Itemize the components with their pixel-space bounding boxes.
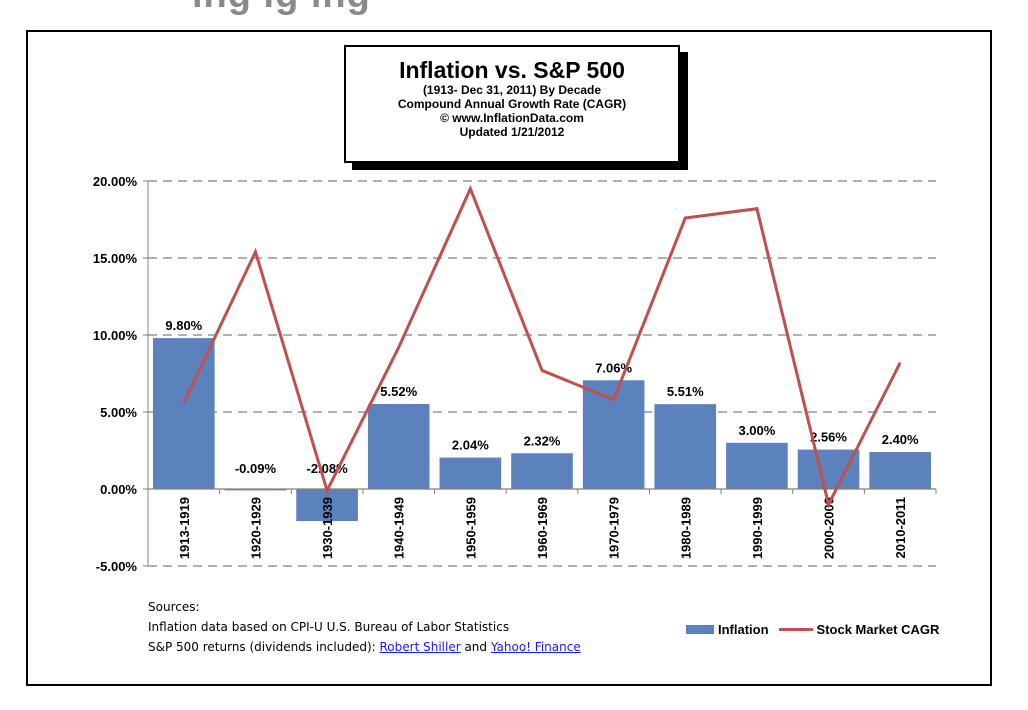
robert-shiller-link[interactable]: Robert Shiller xyxy=(379,640,461,654)
bar-data-label: 9.80% xyxy=(165,318,202,333)
bar-inflation xyxy=(726,442,788,489)
chart-title: Inflation vs. S&P 500 xyxy=(399,57,625,83)
x-tick-label: 2000-2009 xyxy=(822,497,837,559)
bar-data-label: 2.40% xyxy=(882,432,919,447)
legend-inflation-swatch xyxy=(686,625,714,634)
chart-subtitle-2: Compound Annual Growth Rate (CAGR) xyxy=(397,97,627,111)
bar-inflation xyxy=(367,403,430,489)
bar-data-label: 3.00% xyxy=(738,423,775,438)
chart-subtitle-1: (1913- Dec 31, 2011) By Decade xyxy=(422,83,602,97)
bar-inflation xyxy=(224,489,287,491)
x-tick-label: 1940-1949 xyxy=(392,497,407,559)
x-tick-label: 1950-1959 xyxy=(463,497,478,559)
chart-subtitle-4: Updated 1/21/2012 xyxy=(459,125,565,139)
y-tick-label: 20.00% xyxy=(93,174,138,189)
x-tick-label: 1913-1919 xyxy=(177,497,192,559)
sources-and: and xyxy=(460,640,491,654)
legend-stock-swatch xyxy=(778,628,813,631)
bar-inflation xyxy=(869,452,931,489)
y-tick-label: 10.00% xyxy=(93,328,138,343)
bar-inflation xyxy=(797,449,860,489)
bar-inflation xyxy=(654,404,717,489)
x-tick-label: 1990-1999 xyxy=(750,497,765,559)
chart-title-box: Inflation vs. S&P 500 (1913- Dec 31, 201… xyxy=(344,45,680,163)
bar-data-label: 5.52% xyxy=(380,384,417,399)
sources-line-2: S&P 500 returns (dividends included): Ro… xyxy=(148,637,581,657)
sources-line-2-prefix: S&P 500 returns (dividends included): xyxy=(148,640,380,654)
y-tick-label: 15.00% xyxy=(93,251,138,266)
x-tick-label: 1970-1979 xyxy=(607,497,622,559)
chart-legend: Inflation Stock Market CAGR xyxy=(686,622,939,637)
bar-inflation xyxy=(153,338,215,489)
bar-data-label: 2.56% xyxy=(810,430,847,445)
sources-line-1: Inflation data based on CPI-U U.S. Burea… xyxy=(148,620,510,634)
x-tick-label: 1980-1989 xyxy=(678,497,693,559)
y-tick-label: 0.00% xyxy=(100,482,137,497)
x-tick-label: 2010-2011 xyxy=(893,497,908,558)
bar-inflation xyxy=(511,453,573,489)
bar-data-label: 5.51% xyxy=(667,384,704,399)
legend-inflation-label: Inflation xyxy=(718,622,769,637)
x-tick-label: 1960-1969 xyxy=(535,497,550,559)
bar-inflation xyxy=(439,457,502,489)
x-tick-label: 1920-1929 xyxy=(248,497,263,559)
y-tick-label: -5.00% xyxy=(96,559,138,574)
cropped-header-text: ing ig ing xyxy=(192,0,371,17)
yahoo-finance-link[interactable]: Yahoo! Finance xyxy=(490,640,581,654)
legend-stock-label: Stock Market CAGR xyxy=(816,622,940,637)
sources-heading: Sources: xyxy=(148,600,200,614)
cropped-header: ing ig ing xyxy=(0,0,1028,22)
bar-data-label: 2.04% xyxy=(452,438,489,453)
chart-subtitle-3: © www.InflationData.com xyxy=(440,111,584,125)
x-tick-label: 1930-1939 xyxy=(320,497,335,559)
bar-data-label: -0.09% xyxy=(235,461,277,476)
bar-inflation xyxy=(296,489,358,522)
sources-block: Sources: Inflation data based on CPI-U U… xyxy=(148,597,581,657)
y-tick-label: 5.00% xyxy=(100,405,137,420)
bar-data-label: 2.32% xyxy=(524,433,561,448)
